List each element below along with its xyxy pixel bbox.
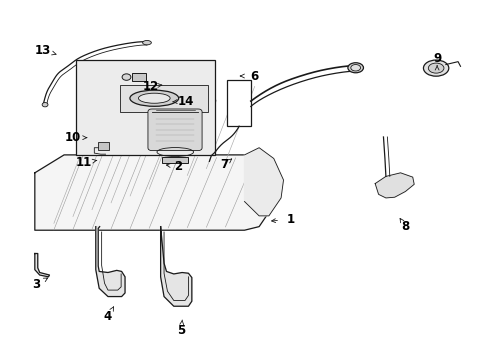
Text: 10: 10 bbox=[64, 131, 81, 144]
Bar bbox=[132, 73, 146, 81]
Polygon shape bbox=[244, 148, 283, 216]
Ellipse shape bbox=[138, 93, 170, 103]
Text: 9: 9 bbox=[432, 51, 440, 64]
Text: 5: 5 bbox=[177, 324, 185, 337]
Polygon shape bbox=[374, 173, 413, 198]
Text: 6: 6 bbox=[250, 69, 258, 82]
Ellipse shape bbox=[347, 63, 363, 73]
Text: 13: 13 bbox=[35, 44, 51, 57]
Text: 14: 14 bbox=[178, 95, 194, 108]
Ellipse shape bbox=[130, 90, 178, 106]
Ellipse shape bbox=[350, 64, 360, 71]
Bar bbox=[227, 80, 250, 126]
FancyBboxPatch shape bbox=[98, 142, 109, 149]
Bar bbox=[161, 157, 188, 163]
Text: 7: 7 bbox=[220, 158, 227, 171]
Ellipse shape bbox=[122, 74, 131, 80]
Text: 3: 3 bbox=[32, 278, 40, 291]
Text: 1: 1 bbox=[286, 213, 294, 226]
Text: 8: 8 bbox=[401, 220, 408, 233]
Ellipse shape bbox=[142, 41, 151, 45]
Ellipse shape bbox=[423, 60, 448, 76]
FancyBboxPatch shape bbox=[76, 60, 215, 155]
Polygon shape bbox=[35, 253, 49, 277]
Ellipse shape bbox=[427, 63, 443, 73]
Ellipse shape bbox=[42, 103, 48, 107]
Polygon shape bbox=[35, 155, 273, 230]
Polygon shape bbox=[160, 226, 191, 306]
Text: 11: 11 bbox=[75, 156, 92, 169]
Polygon shape bbox=[96, 226, 125, 297]
Text: 2: 2 bbox=[174, 160, 183, 173]
FancyBboxPatch shape bbox=[120, 85, 207, 112]
Text: 4: 4 bbox=[103, 310, 112, 324]
Text: 12: 12 bbox=[142, 80, 159, 93]
FancyBboxPatch shape bbox=[148, 109, 202, 150]
